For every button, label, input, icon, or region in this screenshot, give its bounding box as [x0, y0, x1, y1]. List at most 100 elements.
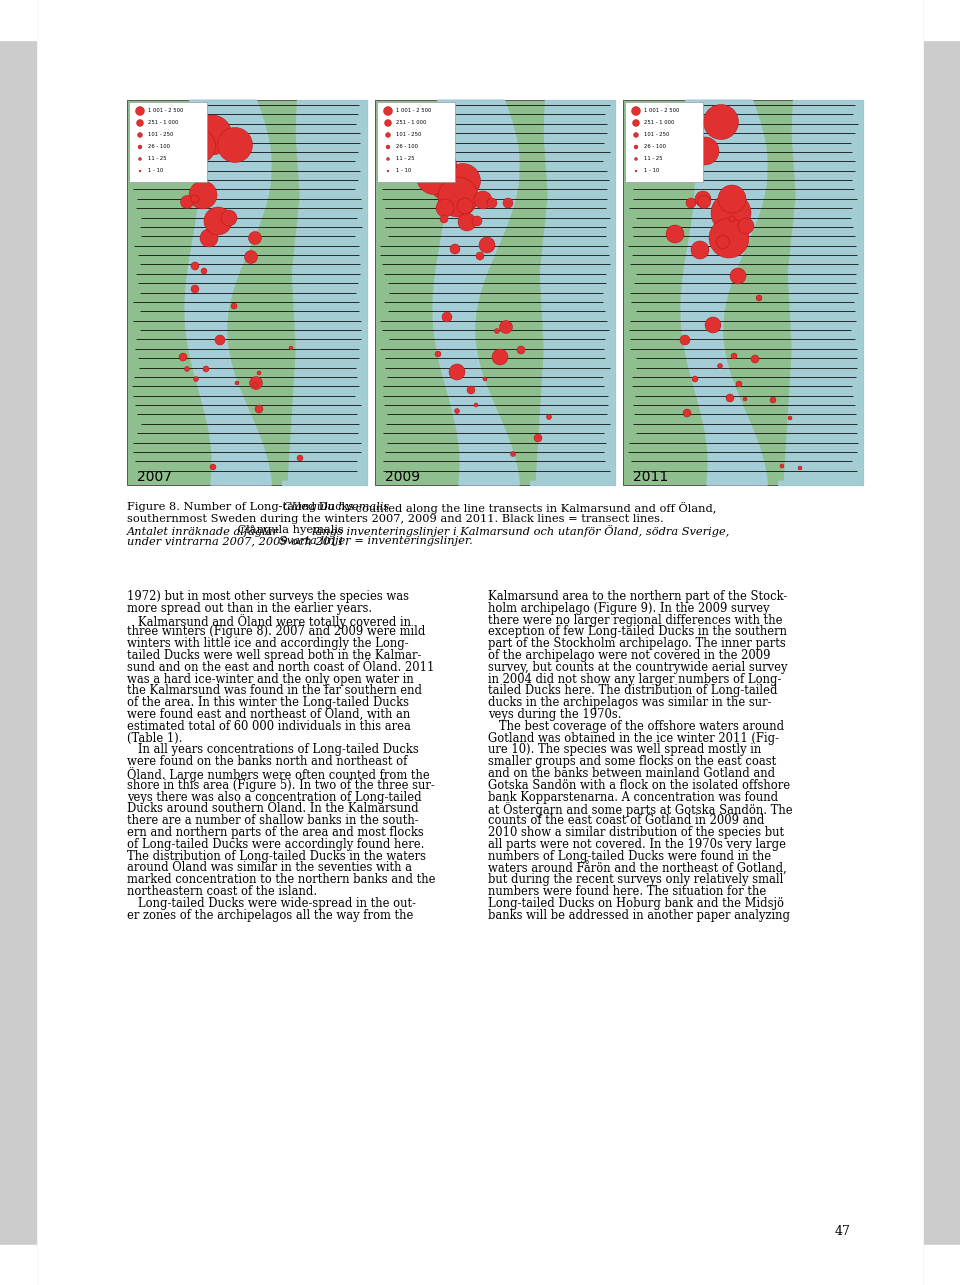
Circle shape: [751, 355, 759, 362]
Circle shape: [711, 193, 751, 233]
Text: 26 - 100: 26 - 100: [644, 144, 666, 149]
Circle shape: [235, 380, 239, 385]
Circle shape: [252, 383, 257, 388]
Circle shape: [191, 285, 199, 293]
Text: 1972) but in most other surveys the species was: 1972) but in most other surveys the spec…: [127, 590, 409, 603]
Circle shape: [431, 172, 459, 200]
Bar: [127, 100, 367, 484]
Bar: [0, 0, 36, 1285]
Circle shape: [683, 409, 691, 418]
Circle shape: [385, 120, 392, 126]
Circle shape: [138, 158, 141, 161]
Circle shape: [634, 132, 638, 137]
Circle shape: [215, 335, 225, 344]
Text: of the archipelago were not covered in the 2009: of the archipelago were not covered in t…: [488, 649, 771, 662]
Circle shape: [191, 262, 199, 270]
Circle shape: [635, 170, 637, 172]
Circle shape: [634, 145, 638, 149]
Circle shape: [442, 312, 452, 323]
Text: 251 - 1 000: 251 - 1 000: [396, 121, 426, 126]
Circle shape: [386, 145, 390, 149]
Circle shape: [257, 371, 261, 375]
Text: and on the banks between mainland Gotland and: and on the banks between mainland Gotlan…: [488, 767, 775, 780]
Circle shape: [218, 127, 252, 162]
Text: 1 001 - 2 500: 1 001 - 2 500: [644, 108, 680, 113]
Circle shape: [709, 218, 749, 258]
Circle shape: [454, 409, 460, 414]
Bar: [375, 100, 615, 484]
Circle shape: [203, 366, 209, 371]
Circle shape: [421, 148, 457, 182]
Circle shape: [245, 251, 257, 263]
Circle shape: [194, 377, 199, 382]
Text: 101 - 250: 101 - 250: [148, 132, 174, 137]
Text: Long-tailed Ducks on Hoburg bank and the Midsjö: Long-tailed Ducks on Hoburg bank and the…: [488, 897, 784, 910]
Text: The best coverage of the offshore waters around: The best coverage of the offshore waters…: [488, 720, 784, 732]
Circle shape: [726, 394, 734, 402]
Circle shape: [383, 107, 393, 116]
Circle shape: [180, 195, 194, 208]
Circle shape: [692, 377, 698, 382]
Text: Clangula hyemalis: Clangula hyemalis: [283, 502, 389, 511]
Text: in 2004 did not show any larger numbers of Long-: in 2004 did not show any larger numbers …: [488, 672, 781, 686]
Text: at Östergarn and some parts at Gotska Sandön. The: at Östergarn and some parts at Gotska Sa…: [488, 802, 793, 817]
Circle shape: [666, 225, 684, 243]
Text: 101 - 250: 101 - 250: [396, 132, 421, 137]
Circle shape: [738, 218, 754, 234]
Text: estimated total of 60 000 individuals in this area: estimated total of 60 000 individuals in…: [127, 720, 411, 732]
Circle shape: [492, 350, 508, 365]
Text: veys during the 1970s.: veys during the 1970s.: [488, 708, 621, 721]
Polygon shape: [433, 100, 519, 484]
Circle shape: [200, 229, 218, 247]
Text: counted along the line transects in Kalmarsund and off Öland,: counted along the line transects in Kalm…: [352, 502, 717, 514]
Circle shape: [633, 120, 639, 126]
Text: 26 - 100: 26 - 100: [148, 144, 170, 149]
Text: bank Kopparstenarna. A concentration was found: bank Kopparstenarna. A concentration was…: [488, 790, 779, 803]
Circle shape: [717, 364, 723, 369]
Text: 1 - 10: 1 - 10: [148, 168, 163, 173]
Text: 11 - 25: 11 - 25: [148, 157, 167, 162]
Circle shape: [736, 380, 742, 387]
Circle shape: [289, 346, 293, 350]
Text: (Table 1).: (Table 1).: [127, 731, 182, 744]
Bar: [623, 100, 863, 484]
Bar: [924, 0, 960, 1285]
Circle shape: [487, 198, 497, 208]
Bar: [625, 102, 703, 182]
Circle shape: [658, 140, 698, 180]
Text: tailed Ducks were well spread both in the Kalmar-: tailed Ducks were well spread both in th…: [127, 649, 421, 662]
Text: survey, but counts at the countrywide aerial survey: survey, but counts at the countrywide ae…: [488, 660, 787, 673]
Circle shape: [417, 159, 451, 194]
Circle shape: [756, 296, 762, 301]
Circle shape: [192, 114, 232, 155]
Polygon shape: [185, 100, 272, 484]
Circle shape: [731, 353, 737, 359]
Circle shape: [770, 397, 776, 403]
Text: more spread out than in the earlier years.: more spread out than in the earlier year…: [127, 601, 372, 614]
Circle shape: [716, 235, 730, 248]
Circle shape: [136, 120, 143, 126]
Text: Long-tailed Ducks were wide-spread in the out-: Long-tailed Ducks were wide-spread in th…: [127, 897, 416, 910]
Text: 2010 show a similar distribution of the species but: 2010 show a similar distribution of the …: [488, 826, 784, 839]
Circle shape: [184, 366, 189, 371]
Circle shape: [479, 236, 495, 253]
Circle shape: [534, 434, 542, 442]
Circle shape: [511, 451, 516, 456]
Text: 2009: 2009: [385, 470, 420, 484]
Text: In all years concentrations of Long-tailed Ducks: In all years concentrations of Long-tail…: [127, 744, 419, 757]
Circle shape: [695, 191, 711, 207]
Circle shape: [204, 207, 232, 235]
Text: ure 10). The species was well spread mostly in: ure 10). The species was well spread mos…: [488, 744, 761, 757]
Text: smaller groups and some flocks on the east coast: smaller groups and some flocks on the ea…: [488, 756, 777, 768]
Circle shape: [474, 191, 492, 209]
Circle shape: [494, 329, 499, 334]
Circle shape: [165, 128, 201, 163]
Circle shape: [255, 405, 263, 412]
Circle shape: [503, 198, 513, 208]
Circle shape: [457, 198, 473, 215]
Text: tailed Ducks here. The distribution of Long-tailed: tailed Ducks here. The distribution of L…: [488, 685, 778, 698]
Circle shape: [139, 170, 141, 172]
Circle shape: [436, 199, 454, 217]
Text: but during the recent surveys only relatively small: but during the recent surveys only relat…: [488, 874, 783, 887]
Circle shape: [546, 415, 551, 419]
